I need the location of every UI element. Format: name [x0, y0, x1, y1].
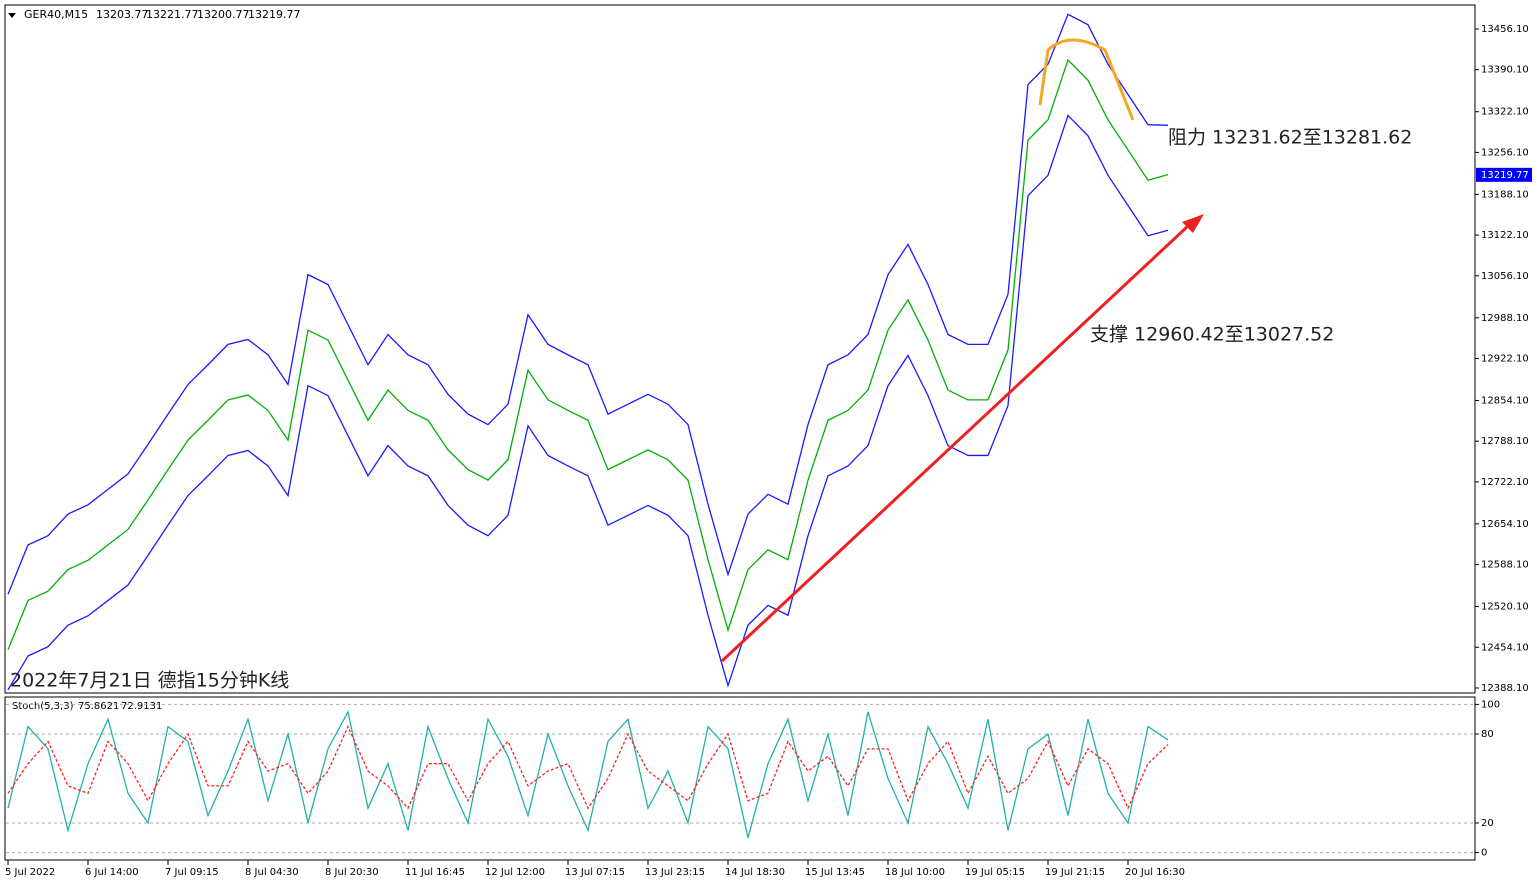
y-tick-label: 13188.10: [1481, 189, 1529, 200]
y-tick-label: 20: [1481, 818, 1494, 829]
x-tick-label: 13 Jul 07:15: [565, 867, 625, 878]
x-tick-label: 18 Jul 10:00: [885, 867, 945, 878]
price-marker-label: 13219.77: [1481, 170, 1529, 181]
y-tick-label: 80: [1481, 729, 1494, 740]
y-tick-label: 12922.10: [1481, 354, 1529, 365]
x-tick-label: 15 Jul 13:45: [805, 867, 865, 878]
indicator-name: Stoch(5,3,3): [12, 701, 74, 712]
series-line: [7, 709, 1169, 838]
y-tick-label: 12588.10: [1481, 560, 1529, 571]
indicator-signal: 72.9131: [121, 701, 162, 712]
support-arrow-head: [1182, 214, 1204, 233]
ohlc-high: 13221.77: [146, 8, 199, 21]
y-tick-label: 12854.10: [1481, 395, 1529, 406]
y-tick-label: 13256.10: [1481, 147, 1529, 158]
price-marker-box: [1476, 167, 1532, 182]
x-tick-label: 20 Jul 16:30: [1125, 867, 1185, 878]
indicator-main: 75.8621: [78, 701, 119, 712]
y-tick-label: 12788.10: [1481, 436, 1529, 447]
x-tick-label: 19 Jul 21:15: [1045, 867, 1105, 878]
series-line: [7, 114, 1169, 691]
x-tick-label: 19 Jul 05:15: [965, 867, 1025, 878]
y-tick-label: 13322.10: [1481, 107, 1529, 118]
ohlc-open: 13203.77: [96, 8, 149, 21]
ohlc-low: 13200.77: [197, 8, 250, 21]
y-tick-label: 12520.10: [1481, 602, 1529, 613]
main-panel: [4, 4, 1476, 694]
series-line: [7, 725, 1169, 810]
x-tick-label: 8 Jul 20:30: [325, 867, 379, 878]
y-tick-label: 12454.10: [1481, 642, 1529, 653]
x-tick-label: 5 Jul 2022: [5, 867, 55, 878]
x-tick-label: 8 Jul 04:30: [245, 867, 299, 878]
y-tick-label: 13122.10: [1481, 230, 1529, 241]
x-tick-label: 11 Jul 16:45: [405, 867, 465, 878]
annotation-arrows: [720, 38, 1204, 663]
series-line: [7, 58, 1169, 651]
x-tick-label: 6 Jul 14:00: [85, 867, 139, 878]
stoch-panel: [4, 696, 1476, 861]
annotation: 支撑 12960.42至13027.52: [1090, 324, 1334, 346]
ohlc-close: 13219.77: [248, 8, 301, 21]
x-tick-label: 12 Jul 12:00: [485, 867, 545, 878]
y-tick-label: 12722.10: [1481, 477, 1529, 488]
top-arc: [1038, 38, 1135, 121]
annotation: 2022年7月21日 德指15分钟K线: [10, 670, 289, 692]
series-line: [7, 13, 1169, 595]
y-tick-label: 13056.10: [1481, 271, 1529, 282]
x-tick-label: 13 Jul 23:15: [645, 867, 705, 878]
y-tick-label: 100: [1481, 699, 1500, 710]
y-tick-label: 12654.10: [1481, 519, 1529, 530]
y-tick-label: 13456.10: [1481, 24, 1529, 35]
y-tick-label: 0: [1481, 848, 1487, 859]
y-tick-label: 12388.10: [1481, 683, 1529, 694]
y-tick-label: 13390.10: [1481, 65, 1529, 76]
annotation: 阻力 13231.62至13281.62: [1168, 127, 1412, 149]
support-arrow: [720, 224, 1190, 663]
x-tick-label: 14 Jul 18:30: [725, 867, 785, 878]
menu-triangle: [8, 13, 16, 18]
y-tick-label: 12988.10: [1481, 313, 1529, 324]
symbol: GER40,M15: [24, 8, 88, 21]
x-tick-label: 7 Jul 09:15: [165, 867, 219, 878]
